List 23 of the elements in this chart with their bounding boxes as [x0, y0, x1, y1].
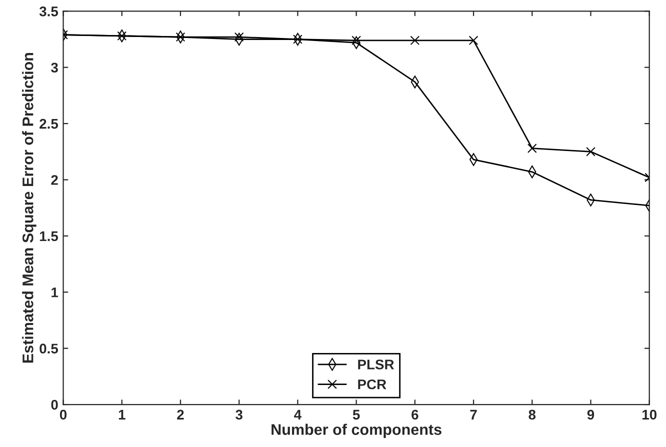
x-tick-label: 9: [587, 410, 594, 420]
y-tick-label: 3: [51, 62, 58, 73]
legend-label: PCR: [358, 379, 386, 390]
x-tick-label: 10: [642, 410, 657, 420]
x-tick-label: 8: [528, 410, 536, 420]
y-tick-label: 1: [52, 288, 58, 298]
x-tick-label: 7: [470, 410, 477, 420]
x-tick-label: 3: [236, 410, 242, 420]
y-tick-label: 0.5: [40, 344, 58, 354]
x-tick-label: 4: [294, 410, 302, 420]
x-axis-title: Number of components: [272, 424, 442, 438]
x-tick-label: 1: [118, 410, 126, 420]
y-tick-label: 2.5: [40, 118, 58, 129]
x-tick-label: 6: [412, 410, 418, 420]
y-tick-label: 1.5: [40, 231, 58, 242]
y-tick-label: 0: [51, 400, 58, 410]
y-axis-title: Estimated Mean Square Error of Prediction: [22, 53, 36, 363]
x-tick-label: 5: [352, 410, 360, 420]
y-tick-label: 3.5: [39, 6, 58, 16]
x-tick-label: 0: [60, 410, 67, 420]
y-tick-label: 2: [51, 175, 58, 185]
legend-label: PLSR: [358, 360, 394, 370]
x-tick-label: 2: [177, 410, 184, 420]
